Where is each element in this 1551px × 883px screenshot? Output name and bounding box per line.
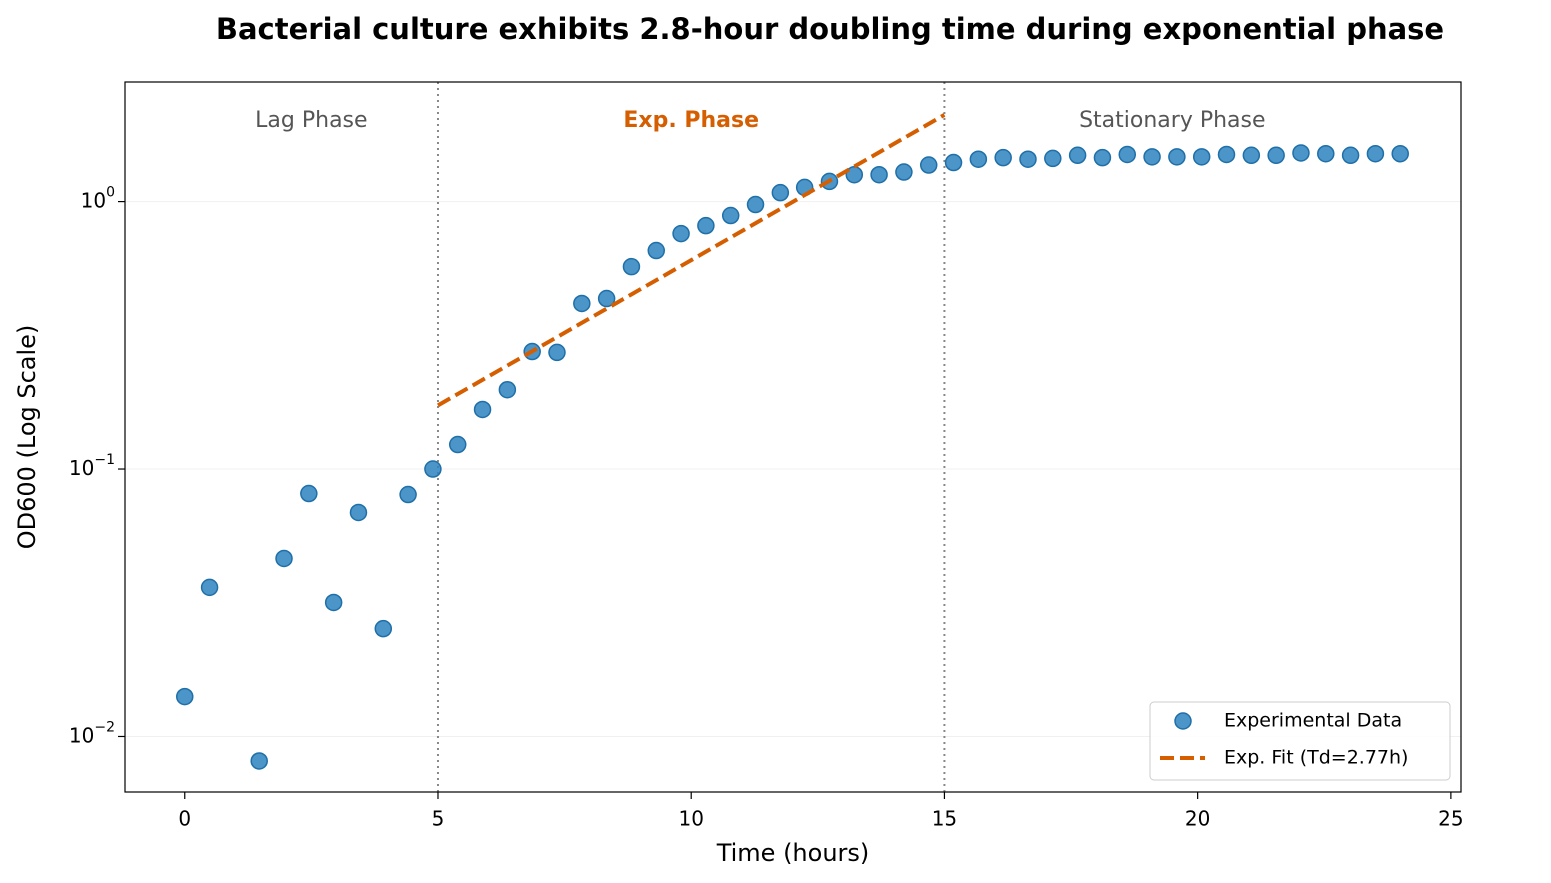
data-point: [944, 153, 963, 172]
plot-frame: [124, 81, 1462, 793]
data-point: [300, 484, 318, 503]
data-point: [250, 752, 268, 770]
data-point: [1242, 146, 1261, 165]
data-point: [969, 150, 988, 168]
phase-label: Stationary Phase: [1079, 108, 1265, 133]
data-point: [697, 216, 715, 235]
data-point: [845, 165, 864, 184]
data-point: [1217, 145, 1236, 164]
data-point: [647, 241, 666, 260]
legend-box: [1149, 701, 1451, 781]
data-point: [573, 294, 591, 313]
data-point: [200, 578, 219, 597]
data-point: [324, 593, 343, 612]
data-point: [1118, 145, 1137, 164]
data-point: [622, 257, 641, 276]
data-point: [870, 165, 888, 184]
data-point: [448, 435, 467, 454]
data-point: [275, 549, 293, 568]
data-point: [771, 183, 790, 202]
data-point: [424, 460, 442, 478]
x-tick-label: 10: [678, 807, 703, 831]
phase-label: Lag Phase: [255, 108, 367, 133]
chart-title: Bacterial culture exhibits 2.8-hour doub…: [216, 12, 1444, 46]
data-point: [1019, 150, 1037, 168]
data-point: [1168, 148, 1186, 166]
data-point: [1143, 148, 1161, 166]
data-point: [1192, 148, 1211, 166]
data-point: [399, 485, 417, 504]
data-point: [1317, 144, 1335, 163]
data-point: [349, 503, 368, 522]
y-tick-label: 10−1: [69, 452, 115, 480]
data-point: [994, 148, 1012, 167]
legend-marker: [1174, 712, 1192, 730]
x-tick-label: 25: [1438, 807, 1463, 831]
data-point: [919, 156, 938, 174]
y-tick-label: 10−2: [69, 719, 115, 747]
data-point: [597, 289, 616, 308]
data-point: [1391, 144, 1409, 163]
x-tick-label: 0: [178, 807, 191, 831]
data-point: [473, 400, 492, 419]
legend-label: Exp. Fit (Td=2.77h): [1224, 747, 1408, 769]
data-point: [374, 619, 393, 638]
data-point: [746, 195, 765, 214]
data-point: [1341, 146, 1360, 165]
data-point: [895, 163, 913, 181]
data-point: [1044, 149, 1062, 168]
fit-line: [436, 113, 946, 408]
x-axis-label: Time (hours): [716, 839, 870, 867]
data-point: [1068, 146, 1087, 165]
data-point: [1366, 144, 1385, 163]
data-point: [672, 224, 690, 243]
x-tick-label: 5: [432, 807, 445, 831]
y-tick-label: 100: [81, 185, 115, 213]
legend-label: Experimental Data: [1224, 710, 1402, 732]
data-point: [1267, 146, 1285, 165]
phase-label: Exp. Phase: [623, 108, 759, 133]
data-point: [176, 687, 194, 706]
data-point: [1093, 148, 1112, 167]
x-tick-label: 15: [932, 807, 957, 831]
y-axis-label: OD600 (Log Scale): [13, 325, 41, 550]
data-point: [1292, 144, 1310, 162]
data-point: [548, 343, 566, 362]
data-point: [721, 206, 740, 225]
data-point: [498, 380, 517, 399]
x-tick-label: 20: [1185, 807, 1210, 831]
